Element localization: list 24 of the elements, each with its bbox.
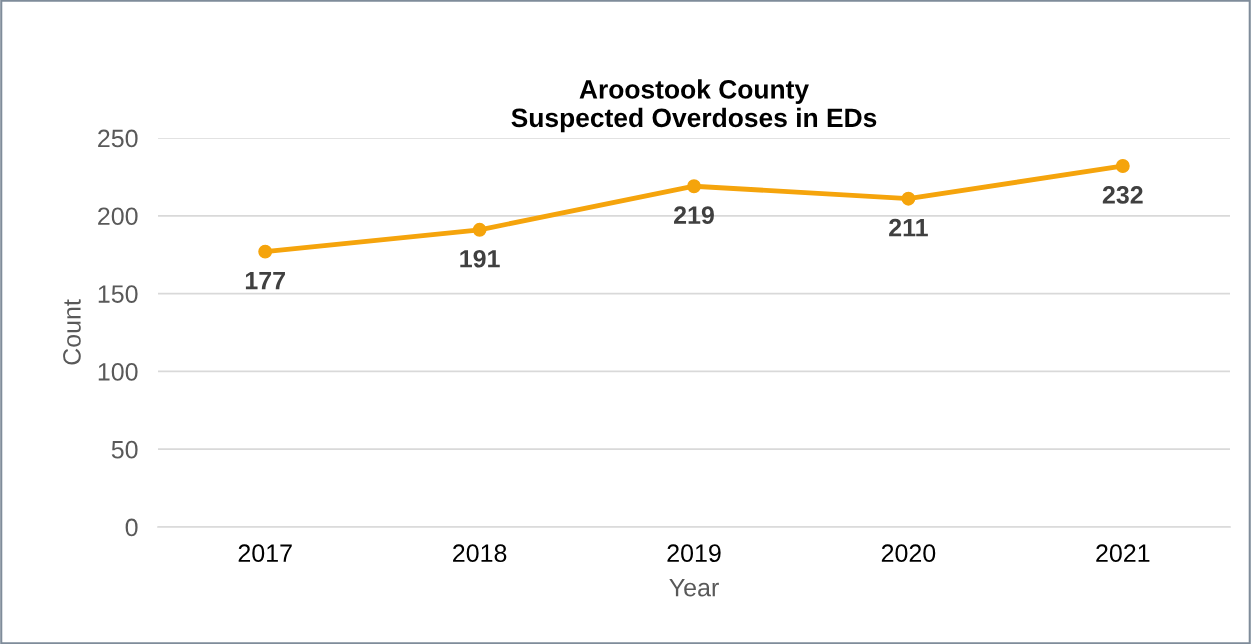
- chart-title: Aroostook County Suspected Overdoses in EDs: [511, 79, 877, 133]
- point: [687, 179, 701, 194]
- data-label: 232: [1102, 186, 1143, 204]
- y-tick-label: 50: [111, 440, 138, 459]
- point: [258, 244, 273, 259]
- y-axis-title: Count: [63, 299, 81, 365]
- point: [1115, 159, 1130, 173]
- data-label: 211: [889, 218, 928, 237]
- x-tick-label: 2018: [453, 544, 507, 563]
- x-tick-label: 2017: [238, 544, 292, 563]
- x-axis-title: Year: [669, 579, 719, 597]
- data-label: 219: [674, 206, 714, 225]
- point: [901, 191, 916, 206]
- point: [472, 222, 487, 237]
- y-tick-label: 200: [98, 207, 138, 226]
- y-tick-label: 0: [125, 518, 138, 537]
- x-tick-label: 2021: [1096, 544, 1150, 563]
- data-label: 191: [460, 249, 500, 268]
- data-label: 177: [245, 271, 285, 290]
- x-tick-label: 2020: [881, 544, 936, 563]
- y-tick-label: 150: [98, 285, 138, 303]
- x-tick-label: 2019: [667, 544, 721, 563]
- y-tick-label: 250: [98, 129, 138, 148]
- y-tick-label: 100: [98, 363, 138, 381]
